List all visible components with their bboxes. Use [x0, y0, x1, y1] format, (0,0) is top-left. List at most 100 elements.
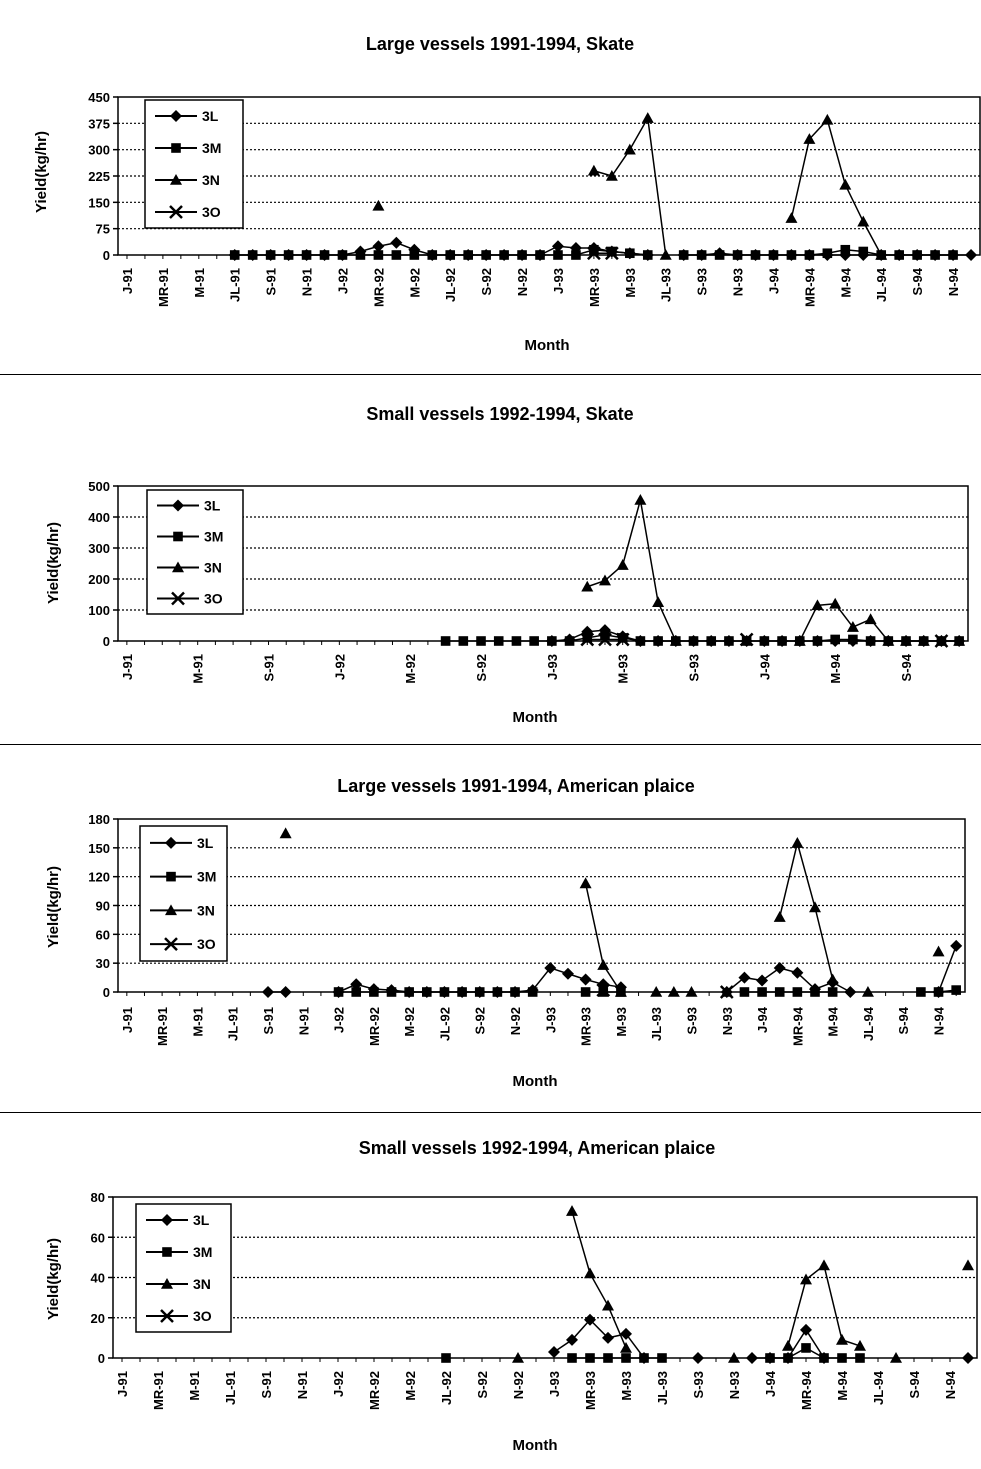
- data-point: [932, 945, 945, 957]
- data-point: [164, 937, 178, 952]
- series-line-3N: [571, 1210, 627, 1349]
- data-point: [386, 987, 397, 997]
- data-point: [580, 632, 595, 647]
- data-point: [279, 986, 292, 998]
- data-point: [728, 1352, 740, 1363]
- x-tick-label: M-92: [407, 268, 422, 298]
- x-tick-label: M-93: [619, 1371, 634, 1401]
- data-point: [696, 250, 707, 260]
- x-mark-stroke: [615, 632, 630, 647]
- x-tick-label: M-91: [187, 1371, 202, 1401]
- chart-panel-small-plaice: Small vessels 1992-1994, American plaice…: [0, 1113, 981, 1469]
- x-tick-label: N-91: [300, 268, 315, 296]
- x-tick-label: N-94: [943, 1370, 958, 1399]
- data-point: [511, 636, 522, 646]
- chart-title: Small vessels 1992-1994, American plaice: [359, 1138, 716, 1158]
- series-line-3N: [587, 499, 677, 642]
- data-point: [773, 911, 786, 922]
- x-tick-label: J-91: [115, 1371, 130, 1397]
- y-tick-label: 0: [103, 985, 110, 1000]
- chart-large-plaice: Large vessels 1991-1994, American plaice…: [45, 776, 966, 1090]
- x-mark-stroke: [719, 985, 734, 999]
- x-tick-label: JL-94: [871, 1370, 886, 1405]
- x-tick-label: M-91: [190, 1007, 205, 1037]
- chart-large-skate: Large vessels 1991-1994, Skate Yield(kg/…: [33, 34, 981, 354]
- x-tick-label: J-92: [335, 268, 350, 294]
- data-point: [639, 1353, 649, 1363]
- legend: [146, 489, 244, 615]
- y-tick-label: 20: [91, 1311, 105, 1326]
- x-tick-label: J-93: [551, 268, 566, 294]
- data-point: [844, 986, 857, 998]
- data-point: [279, 827, 292, 839]
- data-point: [584, 1267, 596, 1279]
- data-point: [463, 250, 473, 260]
- data-point: [659, 249, 672, 260]
- y-tick-label: 0: [103, 634, 110, 649]
- y-tick-label: 180: [88, 812, 110, 827]
- x-tick-label: JL-91: [223, 1371, 238, 1405]
- data-point: [581, 580, 594, 592]
- data-point: [457, 987, 467, 997]
- y-tick-label: 0: [103, 248, 110, 263]
- y-tick-label: 90: [96, 899, 110, 914]
- y-tick-label: 40: [91, 1271, 105, 1286]
- data-point: [635, 636, 646, 646]
- data-point: [714, 250, 725, 260]
- data-point: [481, 250, 491, 260]
- data-point: [600, 630, 610, 640]
- data-point: [642, 250, 653, 260]
- data-point: [172, 561, 184, 573]
- data-point: [818, 1259, 830, 1271]
- data-point: [641, 112, 654, 123]
- legend-label: 3L: [193, 1212, 210, 1228]
- y-axis-label: Yield(kg/hr): [33, 131, 50, 213]
- legend: [139, 825, 228, 962]
- data-point: [229, 250, 240, 260]
- legend-label: 3L: [197, 835, 214, 851]
- data-point: [474, 987, 485, 997]
- x-mark-stroke: [587, 246, 601, 261]
- data-point: [916, 987, 926, 997]
- chart-title: Small vessels 1992-1994, Skate: [366, 404, 633, 424]
- data-point: [864, 613, 877, 625]
- data-point: [598, 574, 611, 586]
- series-line-3N: [790, 118, 882, 256]
- chart-title: Large vessels 1991-1994, American plaice: [337, 776, 695, 796]
- data-point: [587, 164, 600, 176]
- x-tick-label: MR-92: [367, 1007, 382, 1046]
- data-point: [804, 250, 815, 260]
- data-point: [625, 248, 635, 259]
- x-tick-label: M-93: [623, 268, 638, 298]
- x-tick-label: S-92: [474, 654, 489, 681]
- x-tick-label: J-94: [766, 267, 781, 294]
- data-point: [829, 597, 842, 609]
- data-point: [547, 636, 557, 646]
- data-point: [390, 236, 403, 249]
- data-point: [603, 1353, 613, 1363]
- data-point: [301, 250, 312, 260]
- data-point: [773, 961, 786, 974]
- data-point: [493, 636, 504, 646]
- data-point: [930, 250, 940, 260]
- y-tick-label: 75: [96, 222, 110, 237]
- series-line-3N: [778, 842, 834, 980]
- data-point: [584, 1313, 596, 1326]
- x-mark-stroke: [164, 937, 178, 952]
- data-point: [529, 636, 539, 646]
- data-point: [579, 973, 592, 986]
- x-tick-label: S-94: [910, 267, 925, 295]
- data-point: [567, 1353, 577, 1363]
- x-axis-label: Month: [513, 709, 558, 726]
- y-axis-label: Yield(kg/hr): [45, 1238, 62, 1320]
- x-mark-stroke: [598, 632, 612, 647]
- data-point: [900, 635, 913, 646]
- data-point: [783, 1353, 793, 1363]
- x-tick-label: JL-92: [439, 1371, 454, 1405]
- x-tick-label: JL-93: [649, 1007, 664, 1041]
- data-point: [602, 1331, 614, 1344]
- chart-title: Large vessels 1991-1994, Skate: [366, 34, 634, 54]
- x-mark-stroke: [934, 634, 949, 648]
- x-tick-label: M-92: [403, 1371, 418, 1401]
- data-point: [821, 113, 834, 125]
